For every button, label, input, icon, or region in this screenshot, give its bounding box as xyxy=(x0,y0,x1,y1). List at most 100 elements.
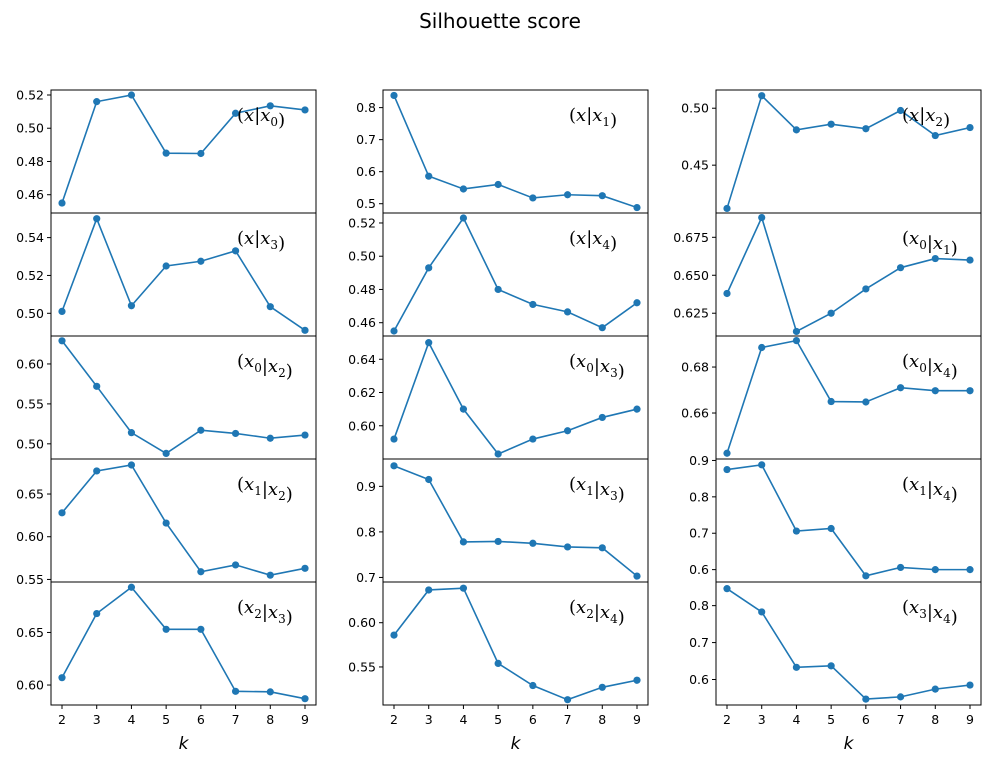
data-point xyxy=(459,185,468,193)
panel-label-part: x xyxy=(909,474,919,495)
subplot-frame xyxy=(715,581,982,706)
series-line xyxy=(726,463,970,577)
panel-label-part: ( xyxy=(902,228,909,249)
data-point xyxy=(598,544,606,552)
panel-label: (x1|x2) xyxy=(237,474,293,505)
panel-label-part: | xyxy=(919,105,925,126)
data-point xyxy=(301,695,309,703)
y-tick-label: 0.50 xyxy=(16,121,44,136)
data-point xyxy=(827,309,835,317)
data-point xyxy=(197,568,205,576)
panel-label-part: ) xyxy=(618,361,625,382)
panel-label-part: x xyxy=(260,105,270,126)
data-point xyxy=(93,609,101,618)
panel-label-subscript: 2 xyxy=(278,366,286,380)
x-tick-label: 4 xyxy=(459,712,467,727)
data-point xyxy=(425,475,433,484)
data-point xyxy=(127,461,136,469)
subplot-frame xyxy=(50,581,317,706)
panel-label: (x|x1) xyxy=(569,105,617,131)
y-tick-label: 0.7 xyxy=(689,635,709,650)
series-line xyxy=(61,340,306,455)
data-point xyxy=(301,431,309,439)
data-point xyxy=(529,681,537,690)
panel-label-part: x xyxy=(600,479,610,500)
panel-label-part: ( xyxy=(569,474,576,495)
panel-label-part: ) xyxy=(286,607,293,628)
y-tick-label: 0.7 xyxy=(356,570,376,585)
panel-label-part: x xyxy=(268,602,278,623)
panel-label-subscript: 4 xyxy=(943,489,951,503)
panel-label-subscript: 3 xyxy=(270,238,278,252)
y-tick-label: 0.48 xyxy=(16,154,44,169)
data-point xyxy=(563,696,572,704)
data-point xyxy=(931,254,939,263)
data-point xyxy=(723,449,731,457)
panel-label-subscript: 4 xyxy=(610,612,618,626)
subplot-5: 0.460.480.500.52(x|x4) xyxy=(348,212,649,337)
data-point xyxy=(896,106,905,115)
series-line xyxy=(726,94,971,209)
panel-label-part: ) xyxy=(951,361,958,382)
panel-label-part: | xyxy=(594,479,600,500)
subplot-12: 0.60.70.80.9(x1|x4) xyxy=(689,453,982,583)
data-point xyxy=(197,257,205,265)
panel-label-part: ) xyxy=(618,484,625,505)
data-point xyxy=(792,126,801,134)
subplot-3: 0.450.50 (x|x2) xyxy=(681,89,982,214)
y-tick-label: 0.52 xyxy=(16,268,44,283)
data-point xyxy=(127,91,136,99)
data-point xyxy=(758,92,766,100)
data-point xyxy=(58,509,66,517)
data-point xyxy=(266,571,274,579)
data-point xyxy=(494,180,502,189)
y-tick-label: 0.62 xyxy=(348,385,376,400)
x-tick-label: 7 xyxy=(564,712,572,727)
data-point xyxy=(966,256,974,264)
panel-label-part: x xyxy=(244,474,254,495)
panel-label-part: ( xyxy=(902,105,909,126)
x-axis-label: k xyxy=(844,734,855,754)
panel-label-part: | xyxy=(927,479,933,500)
subplot-11: 0.70.80.9 (x1|x3) xyxy=(356,458,649,585)
data-point xyxy=(162,625,170,633)
data-point xyxy=(792,327,801,336)
x-tick-label: 3 xyxy=(93,712,101,727)
data-point xyxy=(162,149,170,157)
data-point xyxy=(598,324,606,332)
series-line xyxy=(61,464,306,576)
series-line xyxy=(393,465,638,577)
data-point xyxy=(425,264,433,272)
data-point xyxy=(563,427,572,435)
x-axis-label: k xyxy=(511,734,522,754)
panel-label-subscript: 3 xyxy=(919,607,927,621)
panel-label-part: | xyxy=(927,233,933,254)
x-tick-label: 2 xyxy=(58,712,66,727)
data-point xyxy=(966,566,974,574)
panel-label-part: ) xyxy=(610,233,617,254)
series-line xyxy=(726,587,971,700)
data-point xyxy=(931,566,939,574)
y-tick-label: 0.8 xyxy=(689,489,709,504)
data-point xyxy=(58,199,66,207)
subplot-1: 0.460.480.500.52(x|x0) xyxy=(16,87,317,214)
data-point xyxy=(862,125,870,133)
data-point xyxy=(529,435,537,443)
y-tick-label: 0.64 xyxy=(348,352,376,367)
data-point xyxy=(231,429,240,438)
panel-label-part: x xyxy=(933,602,943,623)
data-point xyxy=(231,109,240,117)
panel-label-part: ( xyxy=(902,597,909,618)
data-point xyxy=(633,676,641,684)
panel-label-part: x xyxy=(925,105,935,126)
data-point xyxy=(598,683,606,691)
data-point xyxy=(197,426,205,434)
panel-label-subscript: 0 xyxy=(254,361,262,375)
panel-label-subscript: 0 xyxy=(586,361,594,375)
data-point xyxy=(93,215,101,223)
data-point xyxy=(827,120,835,128)
panel-label-subscript: 3 xyxy=(610,366,618,380)
subplot-14: 0.550.60(x2|x4)2 3 4 5 6 7 8 9 xyxy=(348,581,649,727)
